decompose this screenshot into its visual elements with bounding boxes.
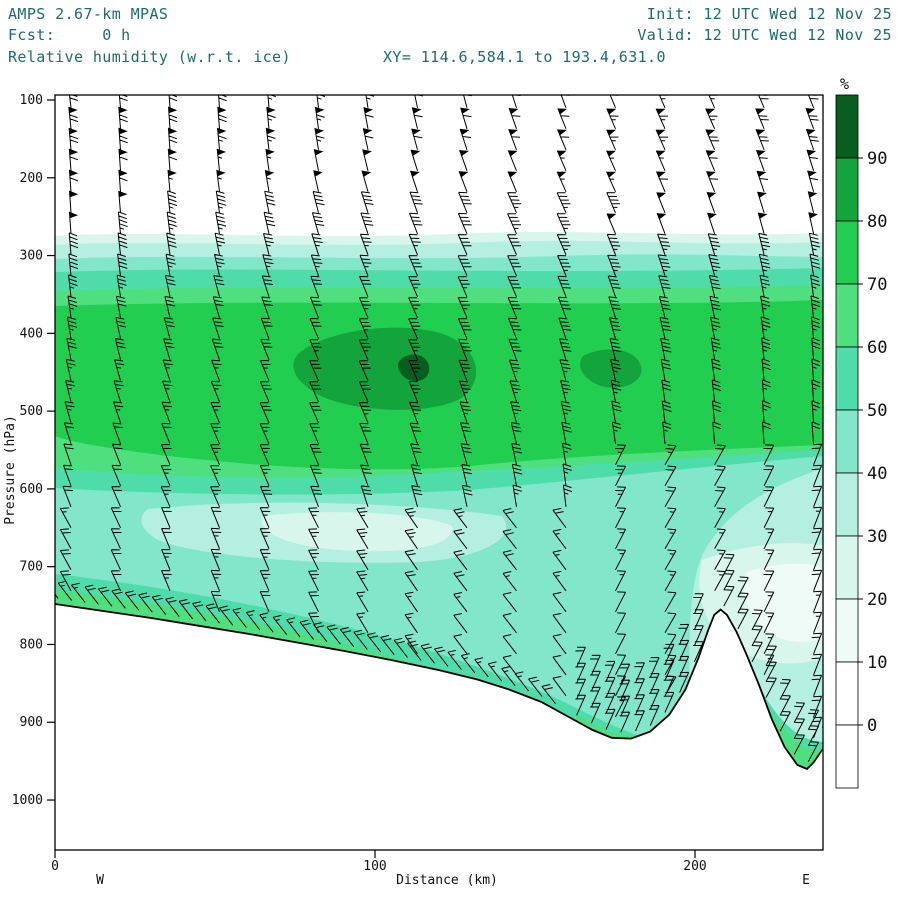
colorbar-segment <box>835 535 859 600</box>
terrain-outline <box>55 603 823 770</box>
colorbar-segment <box>835 220 859 285</box>
colorbar-segment <box>835 157 859 222</box>
forecast-hour: Fcst: 0 h <box>8 26 131 44</box>
colorbar-segment <box>835 472 859 537</box>
colorbar-tick-label: 10 <box>867 653 887 673</box>
colorbar-tick-label: 0 <box>867 716 877 736</box>
model-title: AMPS 2.67-km MPAS <box>8 5 169 23</box>
colorbar-segment <box>835 346 859 411</box>
colorbar: 90 80 70 60 50 40 30 20 10 0 <box>835 94 887 789</box>
wind-barbs <box>55 95 823 762</box>
colorbar-segment <box>835 409 859 474</box>
contour-region-80-east <box>580 349 642 388</box>
east-label: E <box>802 873 810 888</box>
y-axis-tick-label: 600 <box>20 482 43 497</box>
wind-barb-pennants <box>68 106 818 220</box>
west-label: W <box>96 873 104 888</box>
colorbar-unit: % <box>840 75 849 93</box>
x-axis-tick-label: 200 <box>683 859 706 874</box>
valid-time: Valid: 12 UTC Wed 12 Nov 25 <box>637 26 892 44</box>
colorbar-segment <box>835 283 859 348</box>
contour-region-80-main <box>293 327 477 410</box>
y-axis-tick-label: 400 <box>20 326 43 341</box>
dry-pocket-10-east <box>743 563 823 642</box>
plot-frame <box>54 94 824 851</box>
y-axis-tick-label: 700 <box>20 560 43 575</box>
x-axis-tick-label: 100 <box>363 859 386 874</box>
colorbar-tick-label: 30 <box>867 527 887 547</box>
terrain-fill <box>55 604 823 850</box>
colorbar-tick-label: 60 <box>867 338 887 358</box>
y-axis-tick-label: 300 <box>20 249 43 264</box>
y-axis-tick-label: 800 <box>20 637 43 652</box>
colorbar-tick-label: 40 <box>867 464 887 484</box>
wind-barb-staffs <box>55 95 823 762</box>
terrain-profile <box>55 603 823 850</box>
colorbar-tick-label: 80 <box>867 212 887 232</box>
colorbar-segment <box>835 598 859 663</box>
y-axis-tick-label: 200 <box>20 171 43 186</box>
y-axis-tick-label: 100 <box>20 93 43 108</box>
axes: 100 200 300 400 500 600 700 800 900 1000 0 100 200 <box>12 93 707 874</box>
xy-range: XY= 114.6,584.1 to 193.4,631.0 <box>383 48 666 66</box>
colorbar-segment <box>835 661 859 726</box>
y-axis-tick-label: 1000 <box>12 793 43 808</box>
dry-pocket-20-mid <box>261 512 453 552</box>
colorbar-tick-label: 20 <box>867 590 887 610</box>
y-axis-tick-label: 900 <box>20 715 43 730</box>
colorbar-tick-label: 50 <box>867 401 887 421</box>
y-axis-tick-label: 500 <box>20 404 43 419</box>
y-axis-title: Pressure (hPa) <box>3 415 18 525</box>
x-axis-tick-label: 0 <box>51 859 59 874</box>
colorbar-tick-label: 90 <box>867 149 887 169</box>
colorbar-segment <box>835 94 859 159</box>
x-axis-title: Distance (km) <box>396 873 498 888</box>
colorbar-segment <box>835 724 859 789</box>
init-time: Init: 12 UTC Wed 12 Nov 25 <box>646 5 892 23</box>
field-title: Relative humidity (w.r.t. ice) <box>8 48 291 66</box>
colorbar-tick-label: 70 <box>867 275 887 295</box>
